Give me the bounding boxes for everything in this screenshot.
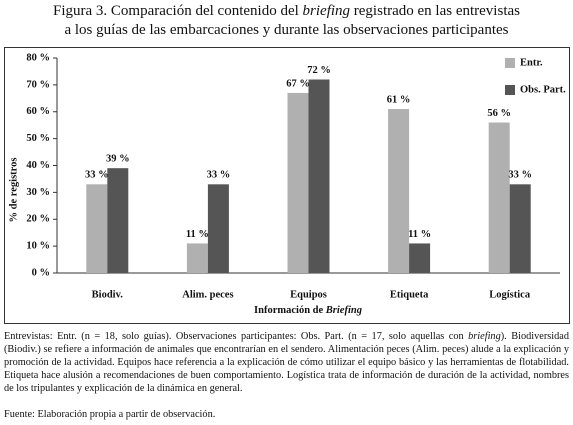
value-label: 11 %	[408, 229, 431, 240]
value-label: 61 %	[387, 94, 411, 105]
x-tick-label: Equipos	[290, 289, 327, 300]
value-label: 39 %	[106, 154, 130, 165]
note-text: ). Biodiversidad (Biodiv.) se refiere a …	[4, 331, 569, 394]
note-emphasis: briefing	[468, 331, 501, 342]
bar	[488, 122, 510, 273]
y-tick-label: 60 %	[26, 106, 50, 117]
y-tick-label: 70 %	[26, 79, 50, 90]
bar	[308, 79, 330, 273]
bar	[388, 109, 410, 273]
caption-text: registrado en las entrevistas	[353, 3, 520, 19]
bar	[186, 243, 208, 273]
note-text: Entrevistas: Entr. (n = 18, solo guías).…	[4, 331, 464, 342]
legend-label: Entr.	[520, 57, 543, 68]
y-tick-label: 40 %	[26, 160, 50, 171]
y-tick-label: 30 %	[26, 187, 50, 198]
value-label: 72 %	[307, 65, 331, 76]
bar	[509, 184, 531, 273]
bar	[207, 184, 229, 273]
value-label: 56 %	[487, 108, 511, 119]
caption-emphasis: briefing	[302, 3, 351, 19]
y-tick-label: 80 %	[26, 52, 50, 63]
legend-label: Obs. Part.	[520, 84, 566, 95]
x-tick-label: Logística	[489, 289, 531, 300]
y-tick-label: 0 %	[32, 267, 50, 278]
x-tick-label: Biodiv.	[92, 289, 124, 300]
caption-line: a los guías de las embarcaciones y duran…	[64, 22, 509, 38]
source: Fuente: Elaboración propia a partir de o…	[4, 409, 216, 420]
caption: Figura 3. Comparación del contenido del …	[0, 2, 573, 40]
bar	[86, 184, 108, 273]
legend-swatch	[505, 58, 515, 68]
y-tick-label: 50 %	[26, 133, 50, 144]
legend-swatch	[505, 85, 515, 95]
value-label: 33 %	[207, 170, 231, 181]
x-axis-label: Información de Briefing	[254, 305, 362, 316]
value-label: 33 %	[508, 170, 532, 181]
bar	[287, 92, 309, 273]
y-axis-label: % de registros	[8, 158, 19, 223]
x-label-emphasis: Briefing	[325, 305, 362, 316]
value-label: 67 %	[286, 78, 310, 89]
value-label: 11 %	[186, 229, 209, 240]
bar	[409, 243, 431, 273]
y-tick-label: 10 %	[26, 241, 50, 252]
caption-text: Figura 3. Comparación del contenido del	[53, 3, 299, 19]
x-tick-label: Etiqueta	[390, 289, 429, 300]
notes: Entrevistas: Entr. (n = 18, solo guías).…	[4, 330, 569, 395]
y-tick-label: 20 %	[26, 214, 50, 225]
value-label: 33 %	[85, 170, 109, 181]
bar	[107, 168, 129, 273]
x-label-text: Información de	[254, 305, 323, 316]
caption-line: Figura 3. Comparación del contenido del …	[0, 2, 573, 21]
x-tick-label: Alim. peces	[182, 289, 233, 300]
chart-frame	[4, 47, 570, 324]
